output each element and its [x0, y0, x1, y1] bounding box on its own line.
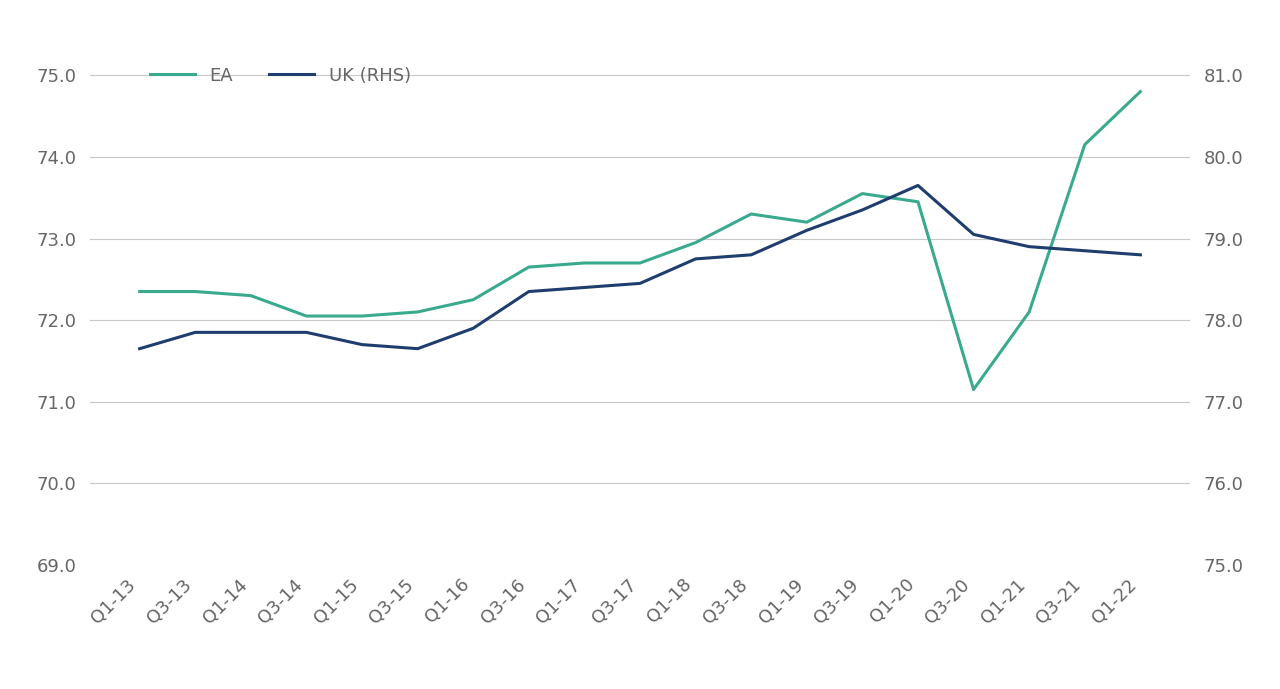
- UK (RHS): [799, 226, 814, 234]
- UK (RHS): [632, 279, 648, 287]
- UK (RHS): [1021, 243, 1037, 251]
- Legend: EA, UK (RHS): EA, UK (RHS): [142, 59, 419, 92]
- UK (RHS): [1076, 247, 1092, 255]
- EA: [1133, 88, 1148, 96]
- UK (RHS): [410, 344, 425, 353]
- EA: [1076, 141, 1092, 149]
- EA: [243, 291, 259, 300]
- UK (RHS): [910, 181, 925, 189]
- EA: [132, 287, 147, 296]
- UK (RHS): [744, 251, 759, 259]
- EA: [355, 312, 370, 320]
- Line: UK (RHS): UK (RHS): [140, 185, 1140, 349]
- EA: [687, 238, 703, 247]
- EA: [466, 296, 481, 304]
- EA: [855, 189, 870, 198]
- EA: [298, 312, 314, 320]
- EA: [1021, 308, 1037, 316]
- EA: [632, 259, 648, 267]
- UK (RHS): [132, 344, 147, 353]
- UK (RHS): [687, 255, 703, 263]
- EA: [799, 218, 814, 226]
- UK (RHS): [966, 230, 982, 238]
- Line: EA: EA: [140, 92, 1140, 389]
- EA: [744, 210, 759, 218]
- UK (RHS): [298, 328, 314, 336]
- EA: [410, 308, 425, 316]
- UK (RHS): [188, 328, 204, 336]
- UK (RHS): [521, 287, 536, 296]
- UK (RHS): [355, 340, 370, 349]
- EA: [910, 198, 925, 206]
- EA: [966, 385, 982, 393]
- UK (RHS): [466, 324, 481, 332]
- UK (RHS): [577, 283, 593, 291]
- UK (RHS): [855, 206, 870, 214]
- EA: [577, 259, 593, 267]
- EA: [188, 287, 204, 296]
- UK (RHS): [1133, 251, 1148, 259]
- EA: [521, 263, 536, 271]
- UK (RHS): [243, 328, 259, 336]
